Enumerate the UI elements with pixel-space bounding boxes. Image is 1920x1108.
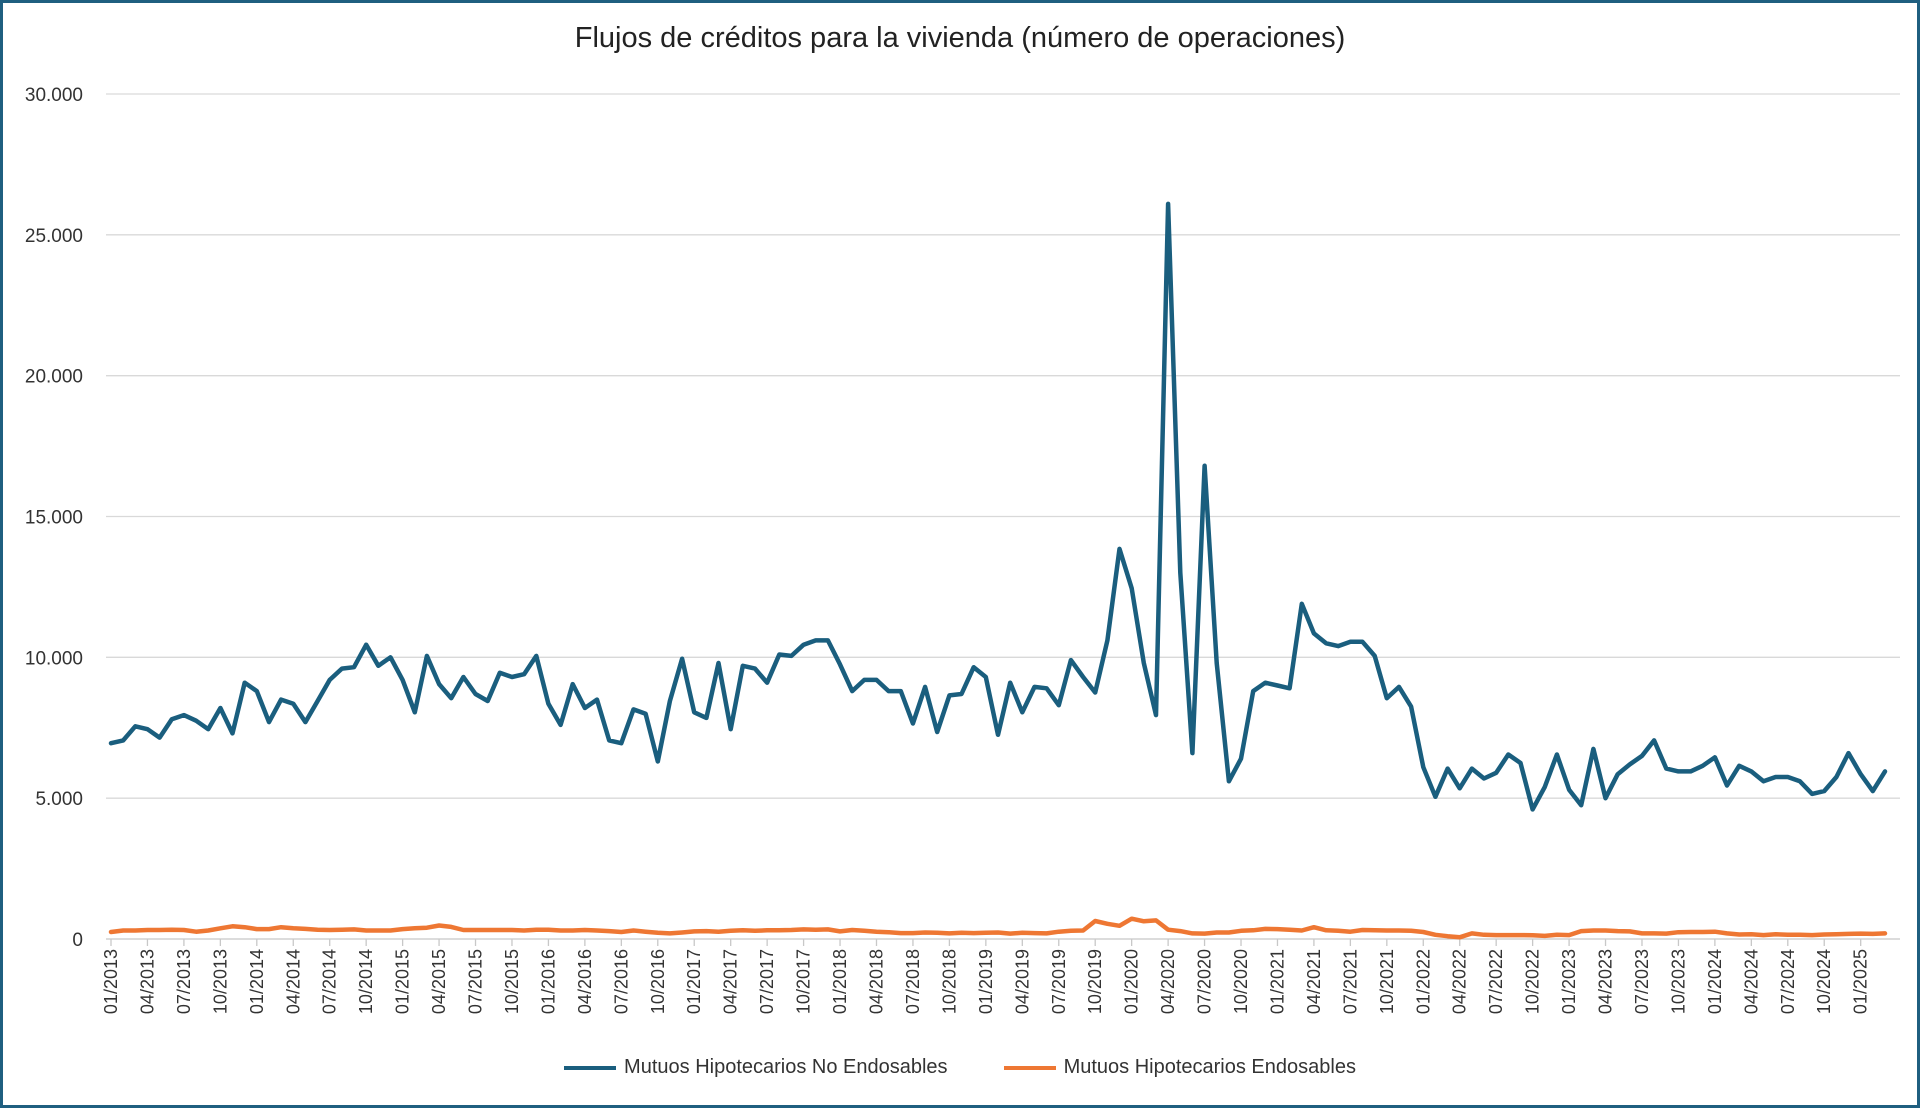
x-tick-label: 04/2020 [1158, 949, 1178, 1014]
x-tick-label: 10/2024 [1814, 949, 1834, 1014]
x-tick-label: 04/2013 [137, 949, 157, 1014]
x-tick-label: 01/2023 [1559, 949, 1579, 1014]
legend-item-endosables: Mutuos Hipotecarios Endosables [1003, 1056, 1356, 1079]
x-tick-label: 10/2019 [1085, 949, 1105, 1014]
x-tick-label: 01/2013 [101, 949, 121, 1014]
x-tick-label: 01/2014 [247, 949, 267, 1014]
x-tick-label: 07/2019 [1049, 949, 1069, 1014]
x-tick-label: 07/2014 [320, 949, 340, 1014]
x-tick-label: 01/2020 [1122, 949, 1142, 1014]
x-tick-label: 07/2024 [1778, 949, 1798, 1014]
x-tick-label: 10/2022 [1523, 949, 1543, 1014]
x-tick-label: 01/2016 [538, 949, 558, 1014]
legend: Mutuos Hipotecarios No Endosables Mutuos… [0, 1056, 1920, 1079]
x-tick-label: 10/2018 [939, 949, 959, 1014]
x-tick-label: 07/2016 [611, 949, 631, 1014]
y-tick-label: 30.000 [25, 85, 83, 106]
x-tick-label: 04/2021 [1304, 949, 1324, 1014]
legend-label: Mutuos Hipotecarios No Endosables [624, 1056, 948, 1078]
x-tick-label: 01/2022 [1413, 949, 1433, 1014]
x-tick-label: 04/2014 [283, 949, 303, 1014]
x-tick-label: 04/2019 [1012, 949, 1032, 1014]
x-tick-label: 07/2015 [466, 949, 486, 1014]
x-tick-label: 07/2017 [757, 949, 777, 1014]
y-tick-label: 20.000 [25, 367, 83, 388]
x-tick-label: 10/2015 [502, 949, 522, 1014]
x-tick-label: 04/2016 [575, 949, 595, 1014]
x-tick-label: 04/2018 [866, 949, 886, 1014]
x-tick-label: 04/2015 [429, 949, 449, 1014]
x-tick-label: 10/2020 [1231, 949, 1251, 1014]
x-tick-label: 07/2023 [1632, 949, 1652, 1014]
x-tick-label: 10/2021 [1377, 949, 1397, 1014]
x-tick-label: 10/2013 [210, 949, 230, 1014]
x-tick-label: 07/2022 [1486, 949, 1506, 1014]
x-tick-label: 01/2015 [393, 949, 413, 1014]
legend-label: Mutuos Hipotecarios Endosables [1063, 1056, 1356, 1078]
x-tick-label: 01/2024 [1705, 949, 1725, 1014]
x-tick-label: 01/2018 [830, 949, 850, 1014]
x-tick-label: 07/2020 [1195, 949, 1215, 1014]
x-tick-label: 07/2018 [903, 949, 923, 1014]
x-tick-label: 01/2019 [976, 949, 996, 1014]
x-tick-label: 01/2021 [1267, 949, 1287, 1014]
legend-swatch [564, 1065, 617, 1070]
x-tick-label: 01/2025 [1851, 949, 1871, 1014]
series-line-1 [108, 916, 1888, 940]
x-tick-label: 04/2023 [1596, 949, 1616, 1014]
y-tick-label: 0 [72, 930, 83, 951]
x-tick-label: 10/2016 [648, 949, 668, 1014]
x-tick-label: 07/2021 [1340, 949, 1360, 1014]
x-tick-label: 10/2017 [794, 949, 814, 1014]
x-tick-label: 10/2014 [356, 949, 376, 1014]
y-tick-label: 10.000 [25, 648, 83, 669]
x-tick-label: 10/2023 [1668, 949, 1688, 1014]
x-tick-label: 04/2022 [1450, 949, 1470, 1014]
x-tick-label: 04/2017 [721, 949, 741, 1014]
x-tick-label: 04/2024 [1741, 949, 1761, 1014]
x-tick-label: 07/2013 [174, 949, 194, 1014]
series-line-0 [108, 201, 1888, 812]
y-tick-label: 25.000 [25, 226, 83, 247]
x-tick-label: 01/2017 [684, 949, 704, 1014]
chart-title: Flujos de créditos para la vivienda (núm… [574, 22, 1346, 54]
y-tick-label: 15.000 [25, 508, 83, 529]
legend-item-no-endosables: Mutuos Hipotecarios No Endosables [564, 1056, 948, 1079]
legend-swatch [1003, 1065, 1056, 1070]
y-tick-label: 5.000 [35, 789, 83, 810]
